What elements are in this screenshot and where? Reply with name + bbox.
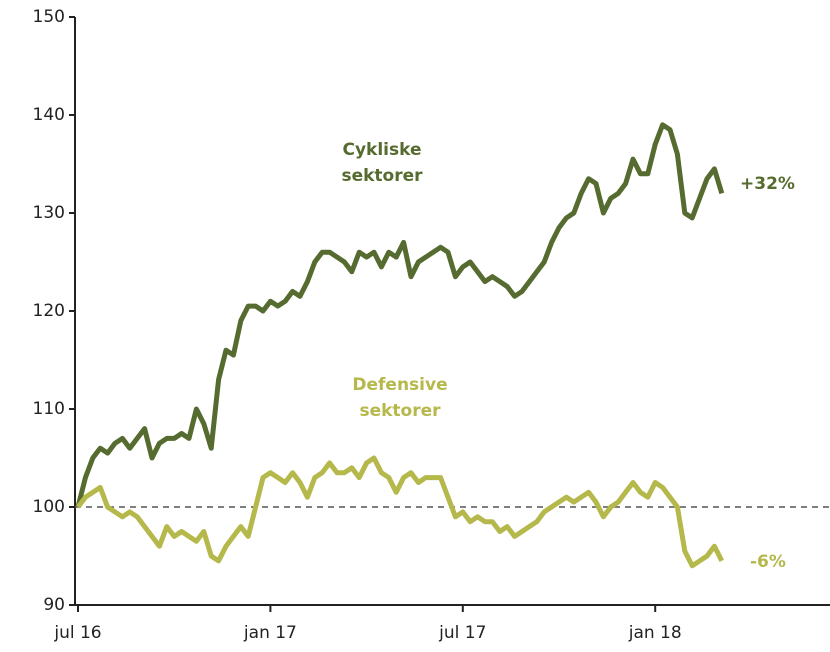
- annotation: +32%: [740, 174, 795, 194]
- x-tick-label: jan 18: [628, 623, 682, 643]
- annotation: -6%: [750, 552, 786, 572]
- x-tick-label: jan 17: [243, 623, 297, 643]
- y-tick-label: 110: [33, 399, 65, 419]
- y-tick-label: 90: [43, 595, 65, 615]
- y-tick-label: 140: [33, 105, 65, 125]
- series-line: [75, 122, 725, 508]
- y-tick-label: 100: [33, 497, 65, 517]
- y-tick-label: 150: [33, 7, 65, 27]
- series-line: [76, 455, 725, 569]
- x-tick-label: jul 17: [438, 623, 486, 643]
- annotation: Defensive: [352, 375, 447, 395]
- x-tick-label: jul 16: [53, 623, 101, 643]
- y-tick-label: 120: [33, 301, 65, 321]
- annotation: sektorer: [359, 401, 441, 421]
- y-tick-label: 130: [33, 203, 65, 223]
- annotation: Cykliske: [342, 140, 421, 160]
- annotation: sektorer: [341, 166, 423, 186]
